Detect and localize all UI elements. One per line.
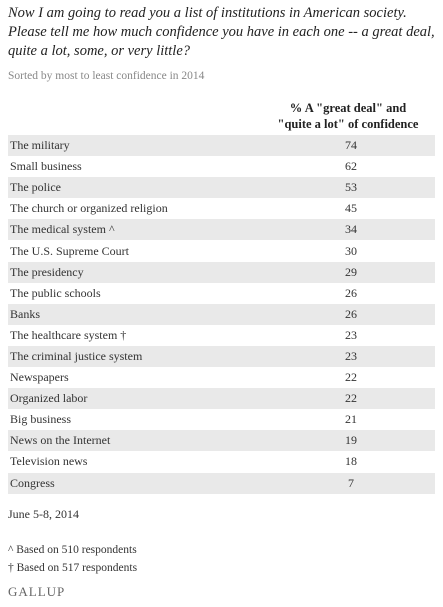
note: † Based on 517 respondents [8, 562, 138, 574]
table-row: Congress 7 [8, 472, 435, 494]
confidence-value: 22 [345, 370, 357, 385]
institution: The U.S. Supreme Court [10, 243, 129, 258]
table-row: The public schools 26 [8, 283, 435, 304]
institution: The military [10, 138, 70, 153]
institution: The healthcare system † [10, 327, 127, 342]
table: The military 74 Small business 62 The police… [8, 135, 435, 494]
table-row: Small business 62 [8, 156, 435, 177]
institution: The police [10, 180, 61, 195]
institution: Congress [10, 475, 55, 490]
table-row: The U.S. Supreme Court 30 [8, 240, 435, 261]
table-row: Newspapers 22 [8, 367, 435, 388]
table-row: The medical system ^ 34 [8, 219, 435, 241]
table-row: The church or organized religion 45 [8, 198, 435, 219]
confidence-value: 30 [345, 243, 357, 258]
table-row: Organized labor 22 [8, 388, 435, 410]
column-header: % A "great deal" and "quite a lot" of co… [262, 100, 434, 132]
confidence-value: 19 [345, 433, 357, 448]
institution: The public schools [10, 285, 101, 300]
confidence-value: 29 [345, 264, 357, 279]
institution: The presidency [10, 264, 84, 279]
table-row: News on the Internet 19 [8, 430, 435, 452]
table-row: The presidency 29 [8, 261, 435, 283]
institution: Small business [10, 159, 82, 174]
table-row: Banks 26 [8, 303, 435, 325]
institution: Organized labor [10, 391, 88, 406]
source: GALLUP [8, 584, 66, 599]
confidence-value: 74 [345, 138, 357, 153]
institution: The medical system ^ [10, 222, 115, 237]
subtitle: Sorted by most to least confidence in 20… [8, 70, 205, 82]
institution: Banks [10, 306, 40, 321]
confidence-value: 26 [345, 306, 357, 321]
confidence-value: 18 [345, 454, 357, 469]
confidence-value: 7 [348, 475, 354, 490]
institution: The church or organized religion [10, 201, 168, 216]
confidence-value: 23 [345, 327, 357, 342]
table-row: Television news 18 [8, 451, 435, 472]
date: June 5-8, 2014 [8, 507, 79, 521]
institution: News on the Internet [10, 433, 111, 448]
title: Now I am going to read you a list of ins… [8, 5, 435, 59]
confidence-value: 23 [345, 348, 357, 363]
table-row: The military 74 [8, 135, 435, 157]
confidence-value: 26 [345, 285, 357, 300]
institution: Big business [10, 412, 72, 427]
table-row: The police 53 [8, 177, 435, 199]
institution: Television news [10, 454, 88, 469]
confidence-value: 45 [345, 201, 357, 216]
table-row: Big business 21 [8, 409, 435, 430]
table-row: The criminal justice system 23 [8, 345, 435, 368]
confidence-value: 53 [345, 180, 357, 195]
institution: The criminal justice system [10, 348, 143, 363]
confidence-value: 34 [345, 222, 357, 237]
note: ^ Based on 510 respondents [8, 544, 137, 556]
confidence-value: 62 [345, 159, 357, 174]
table-row: The healthcare system † 23 [8, 325, 435, 346]
confidence-value: 22 [345, 391, 357, 406]
column-header-line: % A "great deal" and [289, 101, 407, 115]
institution: Newspapers [10, 370, 69, 385]
confidence-value: 21 [345, 412, 357, 427]
column-header-line: "quite a lot" of confidence [277, 117, 419, 131]
notes: ^ Based on 510 respondents † Based on 51… [8, 541, 137, 577]
